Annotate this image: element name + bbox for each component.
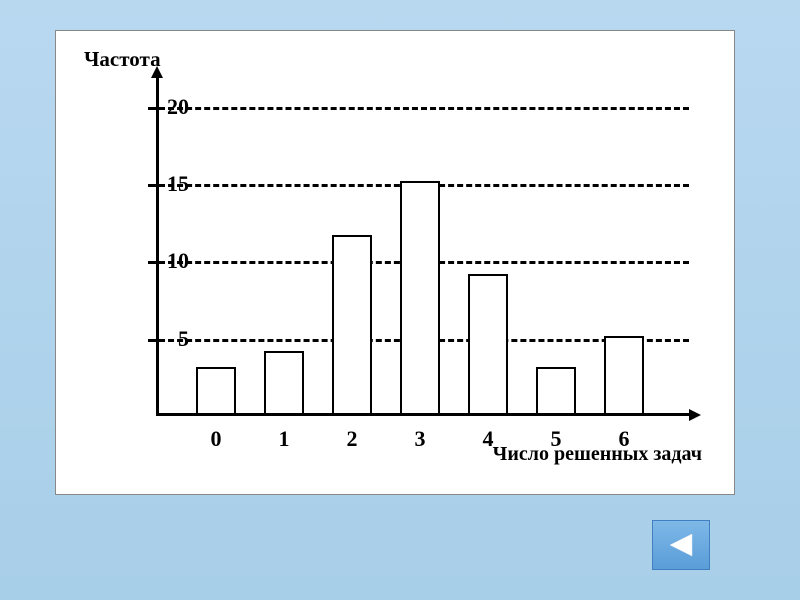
- bar: [400, 181, 440, 413]
- bar: [196, 367, 236, 413]
- x-axis: [156, 413, 691, 416]
- bar: [468, 274, 508, 413]
- y-axis-label: Частота: [84, 47, 161, 72]
- y-axis: [156, 76, 159, 416]
- xtick-label: 0: [201, 426, 231, 452]
- ytick-label: 10: [139, 248, 189, 274]
- x-axis-label: Число решенных задач: [493, 443, 702, 466]
- chart-panel: Частота 0123456 5101520 Число решенных з…: [55, 30, 735, 495]
- xtick-label: 1: [269, 426, 299, 452]
- ytick-label: 20: [139, 94, 189, 120]
- chart-inner: Частота 0123456 5101520 Число решенных з…: [56, 31, 734, 494]
- ytick-label: 5: [139, 326, 189, 352]
- plot-area: 0123456: [156, 76, 691, 416]
- gridline: [159, 107, 689, 110]
- ytick-label: 15: [139, 171, 189, 197]
- triangle-left-icon: [666, 532, 696, 558]
- xtick-label: 2: [337, 426, 367, 452]
- bar: [332, 235, 372, 413]
- xtick-label: 3: [405, 426, 435, 452]
- bar: [604, 336, 644, 413]
- back-button[interactable]: [652, 520, 710, 570]
- bar: [536, 367, 576, 413]
- bar: [264, 351, 304, 413]
